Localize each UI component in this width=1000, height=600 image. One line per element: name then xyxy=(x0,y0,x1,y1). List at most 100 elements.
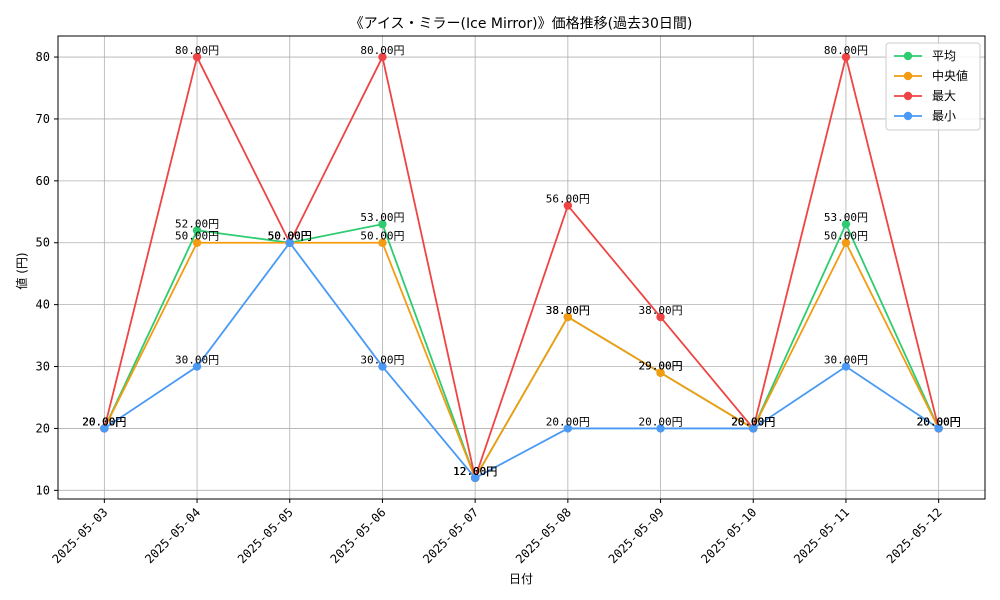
data-label: 12.00円 xyxy=(453,465,497,478)
data-label: 38.00円 xyxy=(546,304,590,317)
data-label: 50.00円 xyxy=(268,230,312,243)
data-label: 50.00円 xyxy=(360,230,404,243)
data-label: 20.00円 xyxy=(731,415,775,428)
y-tick-label: 30 xyxy=(36,360,50,374)
data-label: 12.00円 xyxy=(453,465,497,478)
data-label: 80.00円 xyxy=(360,44,404,57)
x-tick-label: 2025-05-10 xyxy=(698,505,759,566)
legend-marker-1 xyxy=(903,71,913,81)
chart-title: 《アイス・ミラー(Ice Mirror)》価格推移(過去30日間) xyxy=(350,16,693,32)
data-point xyxy=(749,424,758,433)
x-tick-label: 2025-05-03 xyxy=(49,505,110,566)
y-tick-label: 40 xyxy=(36,298,50,312)
y-axis-label: 値 (円) xyxy=(14,252,29,289)
data-label: 50.00円 xyxy=(268,230,312,243)
data-point xyxy=(656,312,665,322)
data-label: 20.00円 xyxy=(917,415,961,428)
data-point xyxy=(285,238,294,247)
data-label: 20.00円 xyxy=(917,415,961,428)
data-label: 38.00円 xyxy=(638,304,682,317)
x-tick-label: 2025-05-04 xyxy=(142,505,203,566)
y-tick-label: 20 xyxy=(36,421,50,435)
legend-marker-2 xyxy=(903,91,913,101)
series-line-0 xyxy=(103,221,940,481)
data-label: 53.00円 xyxy=(360,211,404,224)
data-label: 52.00円 xyxy=(175,217,219,230)
x-tick-label: 2025-05-05 xyxy=(235,505,296,566)
data-label: 38.00円 xyxy=(546,304,590,317)
data-label: 12.00円 xyxy=(453,465,497,478)
legend-box xyxy=(885,42,981,131)
data-point xyxy=(563,312,573,322)
legend-label-1: 中央値 xyxy=(932,68,968,83)
x-tick-label: 2025-05-11 xyxy=(791,505,852,566)
data-point xyxy=(841,52,851,62)
data-point xyxy=(563,201,573,210)
y-tick-label: 50 xyxy=(36,236,50,250)
data-point xyxy=(100,424,109,433)
series-line-1 xyxy=(103,240,940,481)
series-line-3 xyxy=(103,241,940,480)
legend-label-0: 平均 xyxy=(932,49,956,63)
data-label: 20.00円 xyxy=(546,415,590,428)
data-label: 80.00円 xyxy=(824,44,868,57)
x-tick-label: 2025-05-09 xyxy=(606,505,667,566)
x-tick-label: 2025-05-12 xyxy=(884,505,945,566)
data-point xyxy=(563,424,573,433)
data-label: 20.00円 xyxy=(731,415,775,428)
data-point xyxy=(378,362,387,371)
data-point xyxy=(470,473,480,483)
data-label: 20.00円 xyxy=(638,415,682,428)
x-tick-label: 2025-05-07 xyxy=(420,505,481,566)
y-tick-label: 10 xyxy=(36,483,50,497)
data-point xyxy=(192,362,202,371)
series-line-2 xyxy=(103,54,940,482)
data-label: 50.00円 xyxy=(824,230,868,243)
data-label: 20.00円 xyxy=(917,415,961,428)
y-tick-label: 70 xyxy=(36,112,50,126)
data-label: 50.00円 xyxy=(268,230,312,243)
x-axis-label: 日付 xyxy=(509,572,533,586)
x-tick-label: 2025-05-08 xyxy=(513,505,574,566)
data-label: 50.00円 xyxy=(175,230,219,243)
data-label: 29.00円 xyxy=(638,360,682,373)
data-point xyxy=(841,362,851,371)
data-label: 12.00円 xyxy=(453,465,497,478)
data-label: 20.00円 xyxy=(731,415,775,428)
x-tick-label: 2025-05-06 xyxy=(328,505,389,566)
data-point xyxy=(841,238,851,247)
y-tick-label: 60 xyxy=(36,174,50,188)
data-label: 29.00円 xyxy=(638,360,682,373)
data-label: 50.00円 xyxy=(268,230,312,243)
data-label: 56.00円 xyxy=(546,193,590,206)
data-point xyxy=(192,238,202,247)
y-tick-label: 80 xyxy=(36,50,50,64)
data-label: 20.00円 xyxy=(917,415,961,428)
data-point xyxy=(192,226,202,235)
data-point xyxy=(841,219,851,229)
data-label: 30.00円 xyxy=(175,354,219,367)
data-point xyxy=(656,424,665,433)
plot-frame xyxy=(57,35,986,500)
data-point xyxy=(192,52,202,62)
data-label: 20.00円 xyxy=(82,415,126,428)
legend-label-3: 最小 xyxy=(932,109,956,123)
data-point xyxy=(378,52,387,62)
data-label: 30.00円 xyxy=(360,354,404,367)
data-point xyxy=(378,238,387,247)
data-label: 30.00円 xyxy=(824,354,868,367)
data-point xyxy=(378,219,387,229)
legend-label-2: 最大 xyxy=(932,89,956,103)
data-label: 20.00円 xyxy=(82,415,126,428)
legend-marker-0 xyxy=(903,51,913,61)
data-label: 80.00円 xyxy=(175,44,219,57)
data-label: 20.00円 xyxy=(731,415,775,428)
data-label: 20.00円 xyxy=(82,415,126,428)
data-point xyxy=(656,368,665,377)
data-label: 20.00円 xyxy=(82,415,126,428)
data-point xyxy=(934,424,943,433)
data-label: 53.00円 xyxy=(824,211,868,224)
legend-marker-3 xyxy=(903,111,913,121)
